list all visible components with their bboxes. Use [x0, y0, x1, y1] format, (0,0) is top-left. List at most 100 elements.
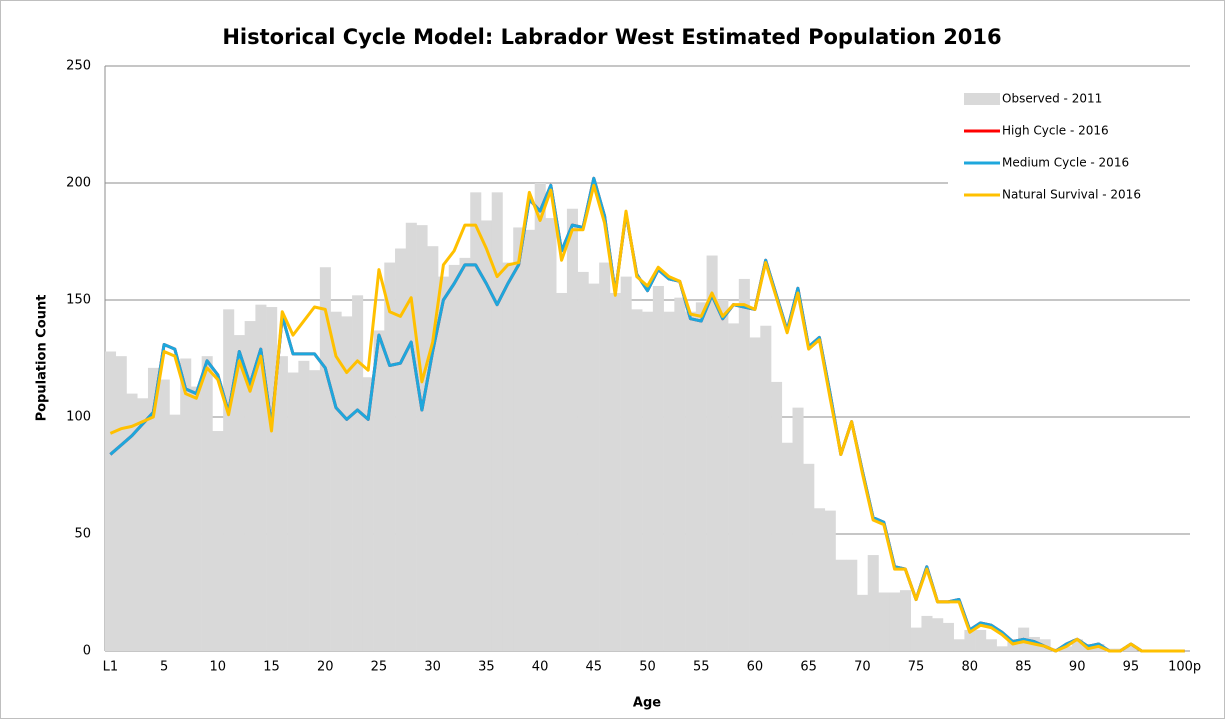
bar	[180, 358, 192, 651]
x-tick-label: 50	[639, 660, 656, 675]
bar	[319, 267, 331, 651]
bar	[233, 335, 245, 651]
bar	[276, 356, 288, 651]
y-tick-label: 200	[66, 176, 91, 191]
bar	[964, 629, 976, 651]
bar	[781, 442, 793, 651]
x-axis-title: Age	[633, 696, 661, 711]
bar	[266, 307, 278, 651]
bar	[352, 295, 364, 651]
bar	[556, 292, 568, 651]
bar	[674, 297, 686, 651]
bar	[878, 592, 890, 651]
y-tick-label: 250	[66, 59, 91, 74]
bar	[738, 278, 750, 651]
bar	[771, 381, 783, 651]
bar	[846, 559, 858, 651]
bar	[824, 510, 836, 651]
bar	[717, 300, 729, 651]
bar	[1071, 639, 1083, 651]
bar	[545, 218, 557, 651]
bar	[942, 622, 954, 651]
bar	[728, 323, 740, 651]
legend-box	[948, 85, 1190, 215]
bar	[448, 264, 460, 651]
x-tick-label: 85	[1015, 660, 1032, 675]
y-tick-label: 100	[66, 410, 91, 425]
bar	[105, 351, 117, 651]
bar	[899, 590, 911, 651]
x-tick-label: 35	[478, 660, 495, 675]
bar	[244, 321, 256, 651]
x-tick-label: 30	[424, 660, 441, 675]
bar	[695, 302, 707, 651]
legend: Observed - 2011 High Cycle - 2016 Medium C…	[948, 85, 1190, 215]
bar	[169, 414, 181, 651]
bar	[137, 398, 149, 651]
bar	[932, 618, 944, 651]
legend-label: Observed - 2011	[1002, 92, 1102, 106]
bar	[255, 304, 267, 651]
bar	[534, 183, 546, 651]
x-tick-label: 40	[532, 660, 549, 675]
bar	[201, 356, 213, 651]
bar	[985, 639, 997, 651]
bar	[405, 222, 417, 651]
y-axis-title: Population Count	[35, 295, 50, 422]
plot	[105, 176, 1185, 653]
x-tick-label: 5	[160, 660, 168, 675]
bar	[298, 360, 310, 651]
bar	[427, 246, 439, 651]
legend-label: Medium Cycle - 2016	[1002, 156, 1129, 170]
bar	[631, 309, 643, 651]
bar	[309, 370, 321, 651]
x-tick-label: 25	[371, 660, 388, 675]
bar	[889, 592, 901, 651]
bar	[803, 463, 815, 651]
x-tick-label: L1	[103, 660, 119, 675]
x-tick-label: 20	[317, 660, 334, 675]
legend-label: High Cycle - 2016	[1002, 124, 1109, 138]
bar	[588, 283, 600, 651]
bar	[609, 292, 621, 651]
bar	[792, 407, 804, 651]
bar	[470, 192, 482, 652]
bar	[910, 627, 922, 651]
legend-swatch	[964, 93, 1000, 105]
x-tick-label: 100p	[1168, 660, 1201, 675]
bar	[856, 594, 869, 651]
x-tick-label: 55	[693, 660, 710, 675]
bar	[491, 192, 503, 652]
chart-title: Historical Cycle Model: Labrador West Es…	[222, 25, 1001, 49]
x-tick-label: 90	[1069, 660, 1086, 675]
bar	[835, 559, 847, 651]
bar	[223, 309, 235, 651]
x-tick-label: 10	[210, 660, 227, 675]
x-tick-label: 65	[800, 660, 817, 675]
bar	[921, 615, 933, 651]
bar	[212, 431, 224, 651]
bar	[566, 208, 578, 652]
bar	[867, 555, 879, 651]
bar	[663, 311, 675, 651]
x-tick-label: 75	[908, 660, 925, 675]
y-tick-label: 50	[74, 527, 91, 542]
legend-label: Natural Survival - 2016	[1002, 188, 1141, 202]
bar	[126, 393, 138, 651]
bar	[953, 639, 965, 651]
bar	[685, 311, 697, 651]
bar	[287, 372, 299, 651]
bar	[190, 386, 202, 651]
bar	[158, 379, 170, 651]
bar	[480, 220, 493, 651]
bar	[513, 227, 525, 651]
bar	[384, 262, 396, 651]
x-tick-label: 95	[1123, 660, 1140, 675]
bar	[1125, 646, 1137, 651]
bar	[620, 276, 632, 651]
bar	[502, 262, 514, 651]
bar	[577, 271, 589, 651]
bar	[395, 248, 407, 651]
bar	[330, 311, 342, 651]
